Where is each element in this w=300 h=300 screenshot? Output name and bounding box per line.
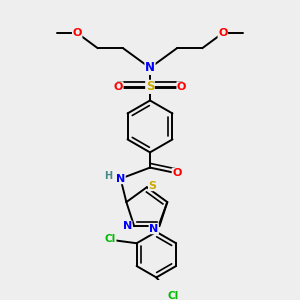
Text: Cl: Cl xyxy=(167,291,179,300)
Text: N: N xyxy=(149,224,158,234)
Text: O: O xyxy=(172,168,182,178)
Text: O: O xyxy=(114,82,123,92)
Text: H: H xyxy=(104,171,112,181)
Text: N: N xyxy=(116,174,125,184)
Text: O: O xyxy=(73,28,82,38)
Text: O: O xyxy=(177,82,186,92)
Text: N: N xyxy=(145,61,155,74)
Text: Cl: Cl xyxy=(105,234,116,244)
Text: S: S xyxy=(146,80,154,93)
Text: S: S xyxy=(148,181,157,190)
Text: N: N xyxy=(123,221,132,231)
Text: O: O xyxy=(218,28,227,38)
